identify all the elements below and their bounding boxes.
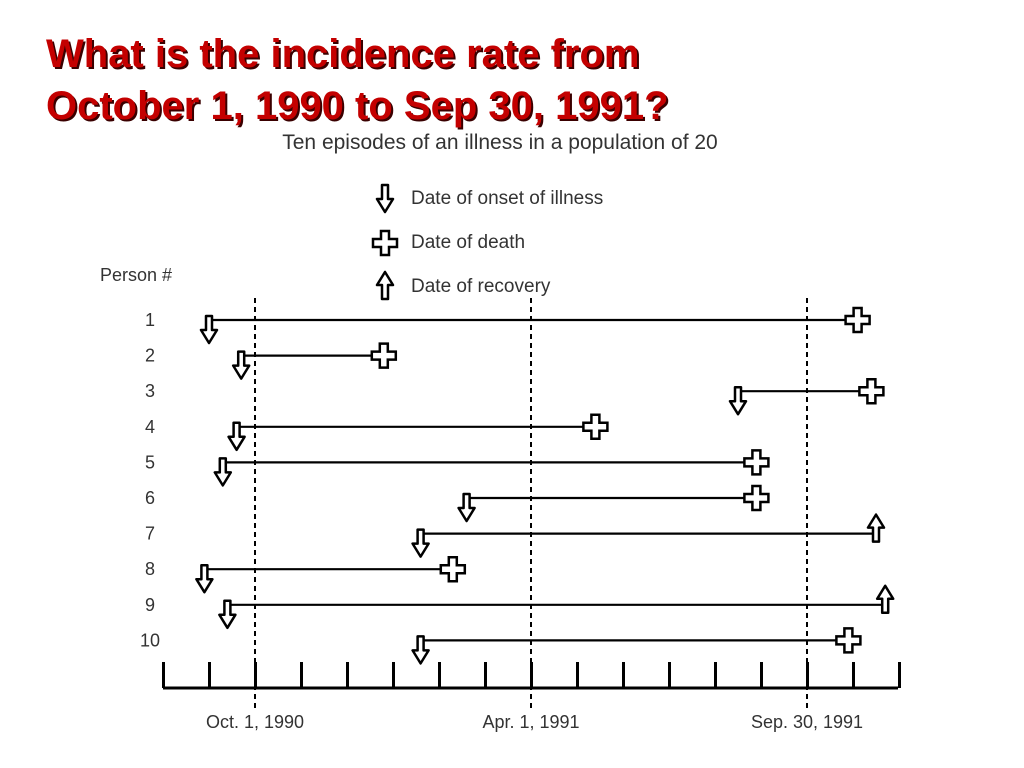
onset-arrow-icon (375, 183, 395, 214)
person-number-label: 4 (145, 417, 155, 437)
death-cross-icon (743, 484, 770, 512)
legend: Date of onset of illness Date of death D… (371, 183, 603, 301)
person-row: 1 (145, 306, 871, 345)
person-number-label: 10 (140, 630, 160, 650)
person-number-label: 2 (145, 346, 155, 366)
person-number-label: 8 (145, 559, 155, 579)
person-rows: 1 2 3 4 5 6 7 8 9 10 (140, 306, 895, 665)
person-number-label: 6 (145, 488, 155, 508)
death-cross-icon (743, 449, 770, 476)
death-cross-icon (835, 627, 862, 654)
time-axis (162, 662, 901, 690)
axis-label-oct-1-1990: Oct. 1, 1990 (206, 712, 304, 732)
slide-title: What is the incidence rate from October … (46, 28, 669, 132)
legend-onset-item: Date of onset of illness (375, 183, 603, 214)
death-cross-icon (371, 229, 399, 257)
legend-recovery-item: Date of recovery (375, 270, 551, 301)
diagram-title: Ten episodes of an illness in a populati… (282, 131, 717, 154)
person-row: 10 (140, 627, 862, 665)
person-number-label: 3 (145, 381, 155, 401)
person-column-header: Person # (100, 265, 172, 285)
legend-recovery-label: Date of recovery (411, 276, 551, 297)
person-row: 3 (145, 377, 885, 416)
person-row: 7 (145, 513, 886, 558)
recovery-arrow-icon (875, 584, 895, 615)
person-number-label: 1 (145, 310, 155, 330)
person-number-label: 7 (145, 524, 155, 544)
death-cross-icon (858, 377, 885, 405)
recovery-arrow-icon (375, 270, 395, 301)
person-number-label: 9 (145, 595, 155, 615)
death-cross-icon (439, 555, 467, 583)
legend-onset-label: Date of onset of illness (411, 188, 603, 209)
person-row: 6 (145, 484, 770, 523)
legend-death-item: Date of death (371, 229, 525, 257)
reference-date-lines (254, 298, 808, 712)
slide-title-line-1: What is the incidence rate from (46, 32, 640, 76)
legend-death-label: Date of death (411, 232, 525, 253)
death-cross-icon (844, 306, 871, 334)
person-row: 9 (145, 584, 895, 630)
slide-title-line-2: October 1, 1990 to Sep 30, 1991? (46, 84, 669, 128)
person-number-label: 5 (145, 452, 155, 472)
recovery-arrow-icon (866, 513, 886, 543)
person-row: 2 (145, 342, 398, 380)
axis-label-apr-1-1991: Apr. 1, 1991 (482, 712, 579, 732)
person-row: 4 (145, 413, 609, 452)
axis-label-sep-30-1991: Sep. 30, 1991 (751, 712, 863, 732)
death-cross-icon (370, 342, 398, 369)
person-row: 8 (145, 555, 467, 594)
person-row: 5 (145, 449, 770, 487)
death-cross-icon (582, 413, 609, 441)
